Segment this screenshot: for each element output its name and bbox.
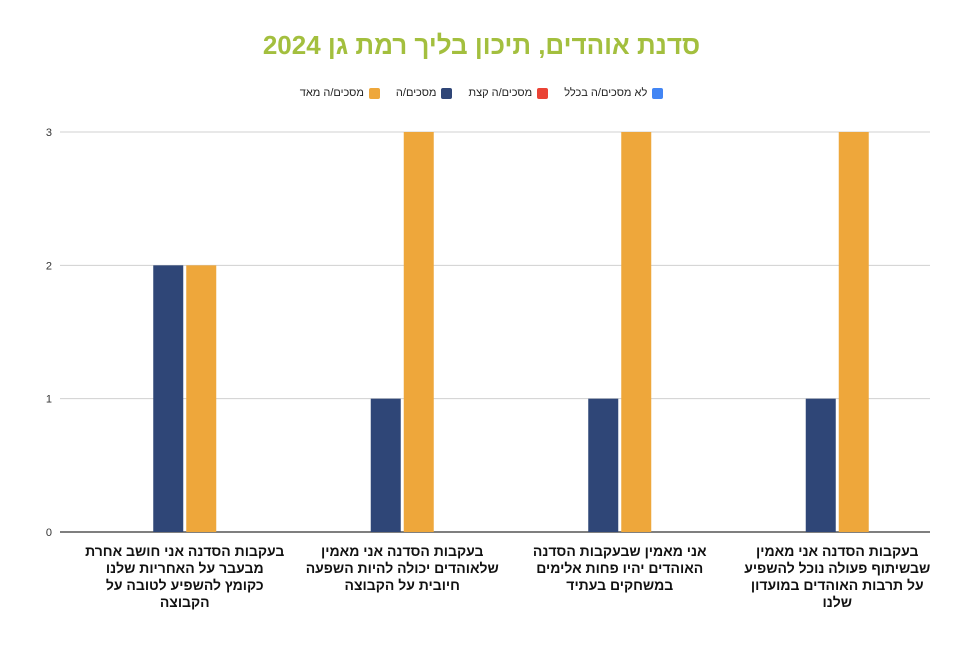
legend-swatch [441,87,453,99]
legend-swatch [652,87,664,99]
category-label: בעקבות הסדנה אני מאמין שבשיתוף פעולה נוכ… [744,543,931,610]
bar[interactable] [186,265,217,532]
bar[interactable] [838,132,869,532]
legend-label: מסכים/ה קצת [468,87,533,99]
bar[interactable] [621,132,652,532]
y-tick-label: 1 [46,394,52,406]
legend-item[interactable]: לא מסכים/ה בכלל [564,87,664,99]
y-tick-label: 0 [46,527,52,539]
legend-item[interactable]: מסכים/ה מאד [300,87,380,99]
bar[interactable] [588,398,619,532]
legend-label: מסכים/ה מאד [299,87,364,99]
legend: לא מסכים/ה בכלל מסכים/ה קצת מסכים/ה מסכי… [0,87,963,99]
legend-swatch [537,87,549,99]
bar[interactable] [805,398,836,532]
legend-label: לא מסכים/ה בכלל [564,87,648,99]
y-tick-label: 2 [46,260,52,272]
bar[interactable] [153,265,184,532]
legend-item[interactable]: מסכים/ה קצת [468,87,549,99]
legend-swatch [368,87,380,99]
legend-item[interactable]: מסכים/ה [396,87,453,99]
chart-title: סדנת אוהדים, תיכון בליך רמת גן 2024 [262,30,701,60]
bar[interactable] [370,398,401,532]
category-label: אני מאמין שבעקבות הסדנה האוהדים יהיו פחו… [532,543,707,593]
y-tick-label: 3 [46,127,52,139]
legend-label: מסכים/ה [395,87,437,99]
category-label: בעקבות הסדנה אני חושב אחרת מבעבר על האחר… [85,543,285,610]
bar[interactable] [403,132,434,532]
category-label: בעקבות הסדנה אני מאמין שלאוהדים יכולה לה… [305,543,499,593]
